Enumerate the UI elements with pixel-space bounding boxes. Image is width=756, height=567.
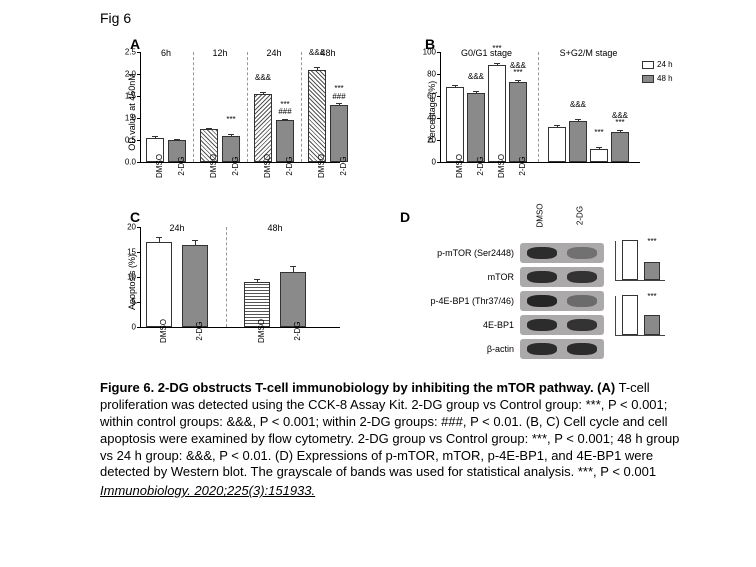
panel-a: A 0.00.51.01.52.02.5OD value at 450nMDMS… <box>100 32 380 197</box>
panel-b-chart: 020406080100Percentage (%)DMSO&&&2-DG***… <box>400 32 700 197</box>
figure-label: Fig 6 <box>100 10 736 26</box>
panel-d-label: D <box>400 209 410 225</box>
panel-b: B 020406080100Percentage (%)DMSO&&&2-DG*… <box>400 32 700 197</box>
panel-c-chart: 05101520Apoptosis (%)DMSO2-DGDMSO2-DG24h… <box>100 207 380 367</box>
figure-panels: A 0.00.51.01.52.02.5OD value at 450nMDMS… <box>100 32 700 372</box>
panel-d: D DMSO2-DGp-mTOR (Ser2448)mTORp-4E-BP1 (… <box>400 207 700 367</box>
panel-c: C 05101520Apoptosis (%)DMSO2-DGDMSO2-DG2… <box>100 207 380 367</box>
figure-caption: Figure 6. 2-DG obstructs T-cell immunobi… <box>100 380 680 481</box>
panel-a-chart: 0.00.51.01.52.02.5OD value at 450nMDMSO2… <box>100 32 380 197</box>
citation: Immunobiology. 2020;225(3):151933. <box>100 483 736 498</box>
panel-d-blot: DMSO2-DGp-mTOR (Ser2448)mTORp-4E-BP1 (Th… <box>520 241 604 361</box>
caption-title: Figure 6. 2-DG obstructs T-cell immunobi… <box>100 380 615 395</box>
